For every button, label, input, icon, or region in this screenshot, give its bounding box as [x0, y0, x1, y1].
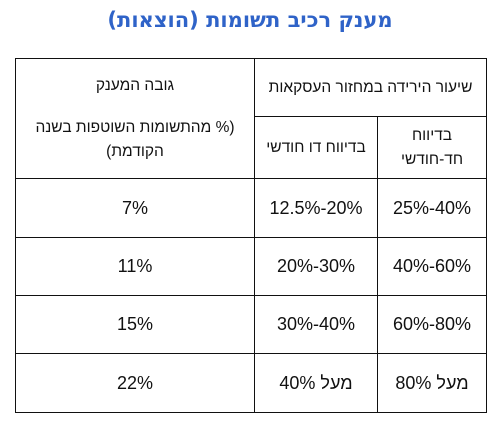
- cell-monthly-range: 30%-40%: [253, 295, 379, 354]
- header-grant-height-note: (% מהתשומות השוטפות בשנה הקודמת): [35, 118, 235, 160]
- cell-grant-percent: 15%: [15, 295, 255, 354]
- table-row: מעל 80% מעל 40% 22%: [15, 353, 488, 413]
- header-monthly-report: בדיווח דו חודשי: [253, 116, 379, 179]
- table-row: 40%-60% 20%-30% 11%: [15, 237, 488, 296]
- cell-bimonthly-range: מעל 80%: [377, 353, 488, 413]
- cell-grant-percent: 22%: [15, 353, 255, 413]
- cell-monthly-range: מעל 40%: [253, 353, 379, 413]
- table-header-row: שיעור הירידה במחזור העסקאות גובה המענק (…: [15, 58, 488, 179]
- cell-monthly-range: 20%-30%: [253, 237, 379, 296]
- cell-bimonthly-range: 60%-80%: [377, 295, 488, 354]
- cell-grant-percent: 7%: [15, 178, 255, 238]
- cell-bimonthly-range: 40%-60%: [377, 237, 488, 296]
- page-title: מענק רכיב תשומות (הוצאות): [107, 8, 393, 32]
- header-bimonthly-report: בדיווח חד-חודשי: [377, 116, 488, 179]
- table-row: 25%-40% 12.5%-20% 7%: [15, 178, 488, 238]
- cell-grant-percent: 11%: [15, 237, 255, 296]
- table-row: 60%-80% 30%-40% 15%: [15, 295, 488, 354]
- grant-table: שיעור הירידה במחזור העסקאות גובה המענק (…: [15, 58, 488, 413]
- cell-monthly-range: 12.5%-20%: [253, 178, 379, 238]
- cell-bimonthly-range: 25%-40%: [377, 178, 488, 238]
- header-grant-height: גובה המענק (% מהתשומות השוטפות בשנה הקוד…: [15, 58, 255, 179]
- header-grant-height-label: גובה המענק: [95, 76, 175, 94]
- table-subheader-row: בדיווח חד-חודשי בדיווח דו חודשי: [16, 116, 488, 179]
- header-decline-rate: שיעור הירידה במחזור העסקאות: [253, 58, 488, 117]
